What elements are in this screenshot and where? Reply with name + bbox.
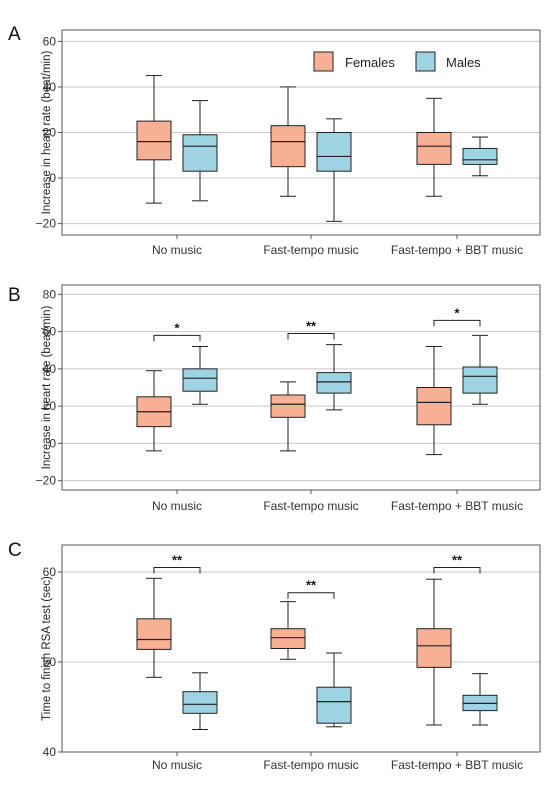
x-tick-label: Fast-tempo + BBT music	[391, 499, 523, 513]
y-tick-label: 60	[43, 565, 57, 579]
males-box	[316, 652, 352, 728]
box-iqr	[270, 125, 306, 168]
males-box	[462, 334, 498, 405]
significance-label: **	[306, 578, 317, 593]
box-iqr	[462, 366, 498, 394]
females-box	[270, 86, 306, 197]
females-box	[136, 577, 172, 678]
x-tick-label: Fast-tempo + BBT music	[391, 758, 523, 772]
box-iqr	[416, 628, 452, 668]
legend-swatch-females	[313, 51, 334, 72]
significance-label: *	[454, 305, 460, 320]
bracket-line	[153, 567, 201, 574]
x-tick-label: No music	[152, 758, 202, 772]
y-axis-label: Increase in heart rate (beat/min)	[41, 306, 53, 470]
y-tick-label: 80	[43, 287, 57, 301]
y-tick-label: −20	[36, 474, 57, 488]
females-box	[416, 346, 452, 456]
chart-panel-a: A −20 0 20 40 60 Increase in heart rate (beat/…	[8, 24, 541, 257]
x-tick-label: No music	[152, 243, 202, 257]
box-iqr	[136, 618, 172, 650]
y-tick-label: 0	[49, 436, 56, 450]
significance-bracket: **	[287, 318, 335, 340]
males-box	[462, 136, 498, 177]
y-tick-label: 20	[43, 126, 57, 140]
x-tick-label: Fast-tempo music	[263, 499, 358, 513]
males-box	[182, 346, 218, 405]
bracket-line	[433, 567, 481, 574]
y-tick-label: 60	[43, 325, 57, 339]
significance-bracket: *	[153, 320, 201, 342]
box-iqr	[270, 628, 306, 650]
significance-bracket: **	[287, 578, 335, 599]
plot-frame	[61, 29, 541, 236]
panel-label: B	[8, 285, 21, 306]
box-iqr	[416, 132, 452, 165]
y-tick-label: 0	[49, 171, 56, 185]
box-iqr	[316, 686, 352, 724]
box-iqr	[136, 120, 172, 161]
y-axis-label: Time to finish RSA test (sec)	[41, 576, 53, 721]
males-box	[182, 672, 218, 730]
legend: Females Males	[313, 51, 481, 72]
box-iqr	[182, 368, 218, 392]
females-box	[416, 97, 452, 197]
box-iqr	[182, 134, 218, 172]
females-box	[136, 370, 172, 452]
y-tick-label: 50	[43, 655, 57, 669]
box-iqr	[316, 132, 352, 172]
x-tick-label: Fast-tempo music	[263, 758, 358, 772]
significance-bracket: **	[153, 553, 201, 574]
y-tick-label: 20	[43, 399, 57, 413]
males-box	[316, 118, 352, 222]
significance-bracket: **	[433, 553, 481, 574]
bracket-line	[287, 332, 335, 340]
box-iqr	[416, 387, 452, 426]
bracket-line	[433, 319, 481, 327]
females-box	[136, 75, 172, 204]
y-tick-label: 60	[43, 34, 57, 48]
males-box	[316, 344, 352, 411]
females-box	[270, 381, 306, 452]
significance-label: *	[174, 320, 180, 335]
box-iqr	[270, 394, 306, 418]
chart-panel-b: B −20 0 20 40 60 80 Increase in heart rate (bea…	[8, 284, 541, 513]
males-box	[182, 100, 218, 202]
females-box	[416, 578, 452, 726]
y-tick-label: 40	[43, 362, 57, 376]
bracket-line	[153, 334, 201, 342]
legend-label-females: Females	[345, 55, 395, 70]
x-tick-label: Fast-tempo + BBT music	[391, 243, 523, 257]
y-tick-label: −20	[36, 217, 57, 231]
box-iqr	[462, 147, 498, 165]
y-axis-label: Increase in heart rate (beat/min)	[41, 51, 53, 215]
legend-label-males: Males	[446, 55, 481, 70]
y-tick-label: 40	[43, 745, 57, 759]
significance-bracket: *	[433, 305, 481, 327]
significance-label: **	[172, 553, 183, 568]
legend-swatch-males	[415, 51, 436, 72]
females-box	[270, 601, 306, 660]
x-tick-label: Fast-tempo music	[263, 243, 358, 257]
males-box	[462, 673, 498, 726]
panel-label: C	[8, 540, 22, 561]
plot-frame	[61, 284, 541, 491]
plot-frame	[61, 544, 541, 753]
panel-label: A	[8, 24, 21, 45]
significance-label: **	[306, 318, 317, 333]
box-iqr	[182, 691, 218, 714]
significance-label: **	[452, 553, 463, 568]
bracket-line	[287, 592, 335, 599]
x-tick-label: No music	[152, 499, 202, 513]
y-tick-label: 40	[43, 80, 57, 94]
box-iqr	[316, 372, 352, 394]
